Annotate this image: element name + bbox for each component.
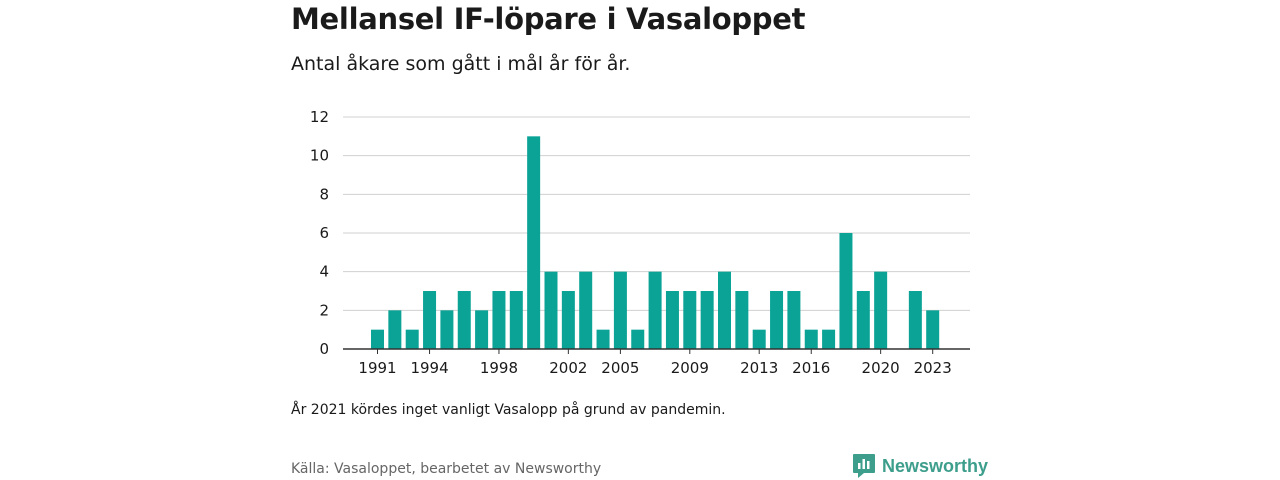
x-tick-label: 2005	[601, 359, 639, 377]
bar	[579, 271, 593, 349]
y-tick-label: 0	[319, 340, 329, 358]
x-tick-label: 2023	[914, 359, 952, 377]
bar	[631, 329, 645, 349]
bar	[492, 291, 506, 349]
bar	[735, 291, 749, 349]
bar	[527, 136, 541, 349]
bar	[509, 291, 523, 349]
bar	[683, 291, 697, 349]
x-tick-label: 1991	[358, 359, 396, 377]
bar	[874, 271, 888, 349]
bar	[561, 291, 575, 349]
bar	[423, 291, 437, 349]
x-tick-label: 1994	[410, 359, 448, 377]
x-tick-label: 2016	[792, 359, 830, 377]
bar	[770, 291, 784, 349]
y-tick-label: 6	[319, 224, 329, 242]
bar	[822, 329, 836, 349]
brand-name: Newsworthy	[882, 455, 989, 476]
bar	[908, 291, 922, 349]
bar	[700, 291, 714, 349]
x-tick-label: 2002	[549, 359, 587, 377]
bar	[405, 329, 419, 349]
bar	[856, 291, 870, 349]
bar	[926, 310, 940, 349]
bar	[457, 291, 471, 349]
bar	[371, 329, 384, 349]
y-tick-label: 12	[310, 108, 329, 126]
bar	[718, 271, 731, 349]
bar	[613, 271, 627, 349]
x-tick-label: 2013	[740, 359, 778, 377]
bar	[752, 329, 766, 349]
bar	[388, 310, 402, 349]
x-tick-label: 2020	[862, 359, 900, 377]
newsworthy-logo[interactable]: Newsworthy	[852, 453, 988, 479]
source-text: Källa: Vasaloppet, bearbetet av Newswort…	[291, 461, 602, 477]
bar	[839, 233, 853, 349]
y-tick-label: 8	[319, 185, 329, 203]
x-tick-label: 2009	[671, 359, 709, 377]
chart-title: Mellansel IF-löpare i Vasaloppet	[291, 2, 806, 36]
y-tick-label: 10	[310, 147, 329, 165]
newsworthy-logo-icon	[853, 454, 875, 478]
chart-note: År 2021 kördes inget vanligt Vasalopp på…	[291, 402, 726, 418]
bar	[648, 271, 662, 349]
bar	[475, 310, 489, 349]
bar	[665, 291, 679, 349]
bar	[596, 329, 610, 349]
y-tick-label: 2	[319, 301, 329, 319]
bar	[804, 329, 818, 349]
bar	[544, 271, 558, 349]
bar	[787, 291, 801, 349]
chart-subtitle: Antal åkare som gått i mål år för år.	[291, 53, 631, 75]
bar-chart: 0 2 4 6 8 10 12 1991 1994 1998 2002 2005 2009 2013 201…	[310, 108, 970, 377]
y-tick-label: 4	[319, 263, 329, 281]
x-tick-label: 1998	[480, 359, 518, 377]
bar	[440, 310, 454, 349]
